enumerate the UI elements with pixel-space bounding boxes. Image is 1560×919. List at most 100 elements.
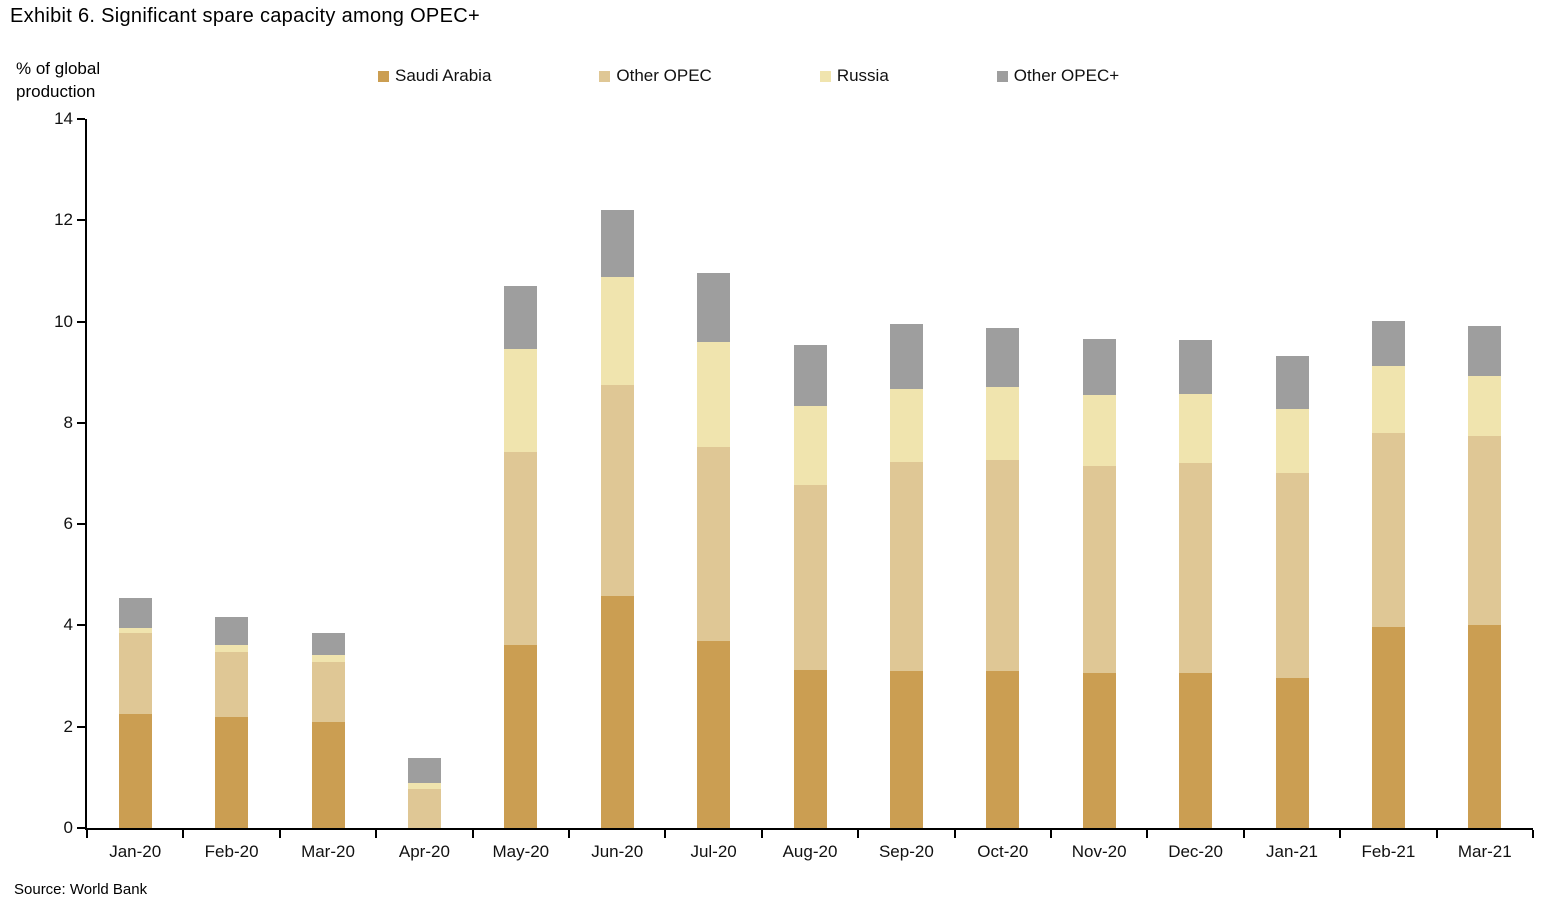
legend-swatch bbox=[819, 70, 831, 82]
y-tick-label: 6 bbox=[63, 514, 73, 534]
legend-item-other-opec-: Other OPEC+ bbox=[996, 66, 1120, 86]
x-tick-label-jul-20: Jul-20 bbox=[690, 842, 737, 861]
x-tick-mark bbox=[1242, 830, 1245, 838]
bar-segment-russia bbox=[1371, 366, 1405, 433]
bar-feb-21 bbox=[1371, 320, 1405, 828]
bar-segment-other-opec- bbox=[793, 345, 827, 407]
y-tick-label: 0 bbox=[63, 818, 73, 837]
y-tick-label: 12 bbox=[54, 210, 73, 230]
y-tick-label: 10 bbox=[54, 311, 73, 331]
x-tick-mark bbox=[375, 830, 378, 838]
bar-dec-20 bbox=[1179, 340, 1213, 828]
x-tick-mark bbox=[278, 830, 281, 838]
x-tick-label-mar-21: Mar-21 bbox=[1457, 842, 1512, 861]
bar-nov-20 bbox=[1082, 339, 1116, 828]
x-tick-label-dec-20: Dec-20 bbox=[1168, 842, 1223, 861]
bar-segment-russia bbox=[1179, 394, 1213, 464]
bar-segment-other-opec- bbox=[407, 758, 441, 784]
x-tick-mark bbox=[1339, 830, 1342, 838]
bar-segment-other-opec bbox=[311, 662, 345, 722]
x-tick-label-jun-20: Jun-20 bbox=[591, 842, 644, 861]
bar-segment-saudi-arabia bbox=[311, 721, 345, 828]
bar-segment-other-opec- bbox=[215, 616, 249, 645]
bar-segment-other-opec bbox=[1275, 472, 1309, 679]
bar-segment-russia bbox=[600, 277, 634, 385]
bar-segment-other-opec- bbox=[600, 210, 634, 278]
x-tick-label-sep-20: Sep-20 bbox=[878, 842, 934, 861]
bar-segment-other-opec- bbox=[118, 597, 152, 629]
y-tick-mark bbox=[77, 725, 85, 728]
bar-segment-other-opec- bbox=[1371, 320, 1405, 367]
bar-segment-russia bbox=[1082, 395, 1116, 466]
bar-oct-20 bbox=[986, 328, 1020, 828]
bar-jul-20 bbox=[697, 273, 731, 828]
legend-item-other-opec: Other OPEC bbox=[599, 66, 712, 86]
bar-segment-saudi-arabia bbox=[697, 640, 731, 828]
bar-segment-saudi-arabia bbox=[600, 596, 634, 828]
bar-sep-20 bbox=[889, 324, 923, 828]
x-tick-label-jan-21: Jan-21 bbox=[1266, 842, 1318, 861]
x-tick-mark bbox=[1435, 830, 1438, 838]
x-tick-mark bbox=[471, 830, 474, 838]
bar-segment-russia bbox=[889, 389, 923, 463]
bar-segment-other-opec- bbox=[1468, 325, 1502, 376]
bar-segment-other-opec bbox=[1082, 465, 1116, 673]
chart-title: Exhibit 6. Significant spare capacity am… bbox=[10, 5, 480, 27]
bar-segment-other-opec- bbox=[1179, 340, 1213, 395]
source-note: Source: World Bank bbox=[14, 881, 148, 898]
bar-segment-other-opec bbox=[1468, 435, 1502, 626]
bar-segment-russia bbox=[118, 628, 152, 634]
bar-segment-other-opec bbox=[986, 459, 1020, 671]
bar-segment-saudi-arabia bbox=[1275, 678, 1309, 828]
bar-segment-other-opec- bbox=[889, 324, 923, 390]
bar-segment-russia bbox=[1468, 375, 1502, 436]
bar-segment-saudi-arabia bbox=[1468, 625, 1502, 828]
x-tick-mark bbox=[760, 830, 763, 838]
bar-jun-20 bbox=[600, 210, 634, 828]
bar-segment-other-opec- bbox=[986, 328, 1020, 388]
bar-segment-saudi-arabia bbox=[118, 714, 152, 828]
bar-jan-20 bbox=[118, 597, 152, 828]
y-axis-label: % of global production bbox=[16, 59, 101, 101]
x-tick-mark bbox=[568, 830, 570, 838]
x-tick-mark bbox=[1146, 830, 1149, 838]
x-tick-mark bbox=[182, 830, 185, 838]
bar-segment-saudi-arabia bbox=[1179, 673, 1213, 828]
bar-segment-russia bbox=[215, 644, 249, 653]
bar-segment-other-opec bbox=[697, 447, 731, 641]
bar-segment-other-opec bbox=[793, 485, 827, 670]
bar-segment-russia bbox=[311, 654, 345, 663]
bar-segment-russia bbox=[504, 348, 538, 453]
y-tick-label: 14 bbox=[54, 109, 73, 128]
bar-segment-russia bbox=[697, 341, 731, 448]
x-tick-mark bbox=[1532, 830, 1534, 838]
bar-segment-other-opec bbox=[1371, 432, 1405, 627]
y-tick-label: 2 bbox=[63, 716, 73, 736]
bar-jan-21 bbox=[1275, 356, 1309, 828]
x-tick-label-nov-20: Nov-20 bbox=[1071, 842, 1127, 861]
y-tick-label: 4 bbox=[63, 615, 73, 635]
legend-label: Other OPEC+ bbox=[1013, 66, 1120, 85]
bar-segment-russia bbox=[1275, 408, 1309, 473]
x-tick-mark bbox=[953, 830, 956, 838]
bar-feb-20 bbox=[215, 616, 249, 828]
bar-segment-other-opec- bbox=[311, 633, 345, 655]
bar-segment-other-opec bbox=[1179, 463, 1213, 673]
bar-segment-saudi-arabia bbox=[1371, 626, 1405, 828]
bar-segment-other-opec- bbox=[1275, 356, 1309, 409]
bar-segment-saudi-arabia bbox=[889, 671, 923, 828]
legend-swatch bbox=[996, 70, 1008, 82]
legend-label: Saudi Arabia bbox=[395, 66, 492, 85]
legend-swatch bbox=[599, 70, 611, 82]
bar-segment-russia bbox=[986, 387, 1020, 460]
bar-segment-saudi-arabia bbox=[793, 669, 827, 828]
legend-item-saudi-arabia: Saudi Arabia bbox=[378, 66, 491, 86]
x-tick-label-oct-20: Oct-20 bbox=[977, 842, 1029, 861]
bar-mar-21 bbox=[1468, 325, 1502, 828]
y-tick-mark bbox=[77, 523, 85, 526]
legend-swatch bbox=[378, 70, 389, 82]
x-tick-mark bbox=[86, 830, 88, 838]
plot-area: 0 2 4 6 8 10 12 14 Jan-20 Feb-20 Mar-20 Apr-20 May-2… bbox=[54, 109, 1534, 861]
bar-segment-other-opec bbox=[215, 652, 249, 717]
bar-segment-russia bbox=[793, 406, 827, 486]
